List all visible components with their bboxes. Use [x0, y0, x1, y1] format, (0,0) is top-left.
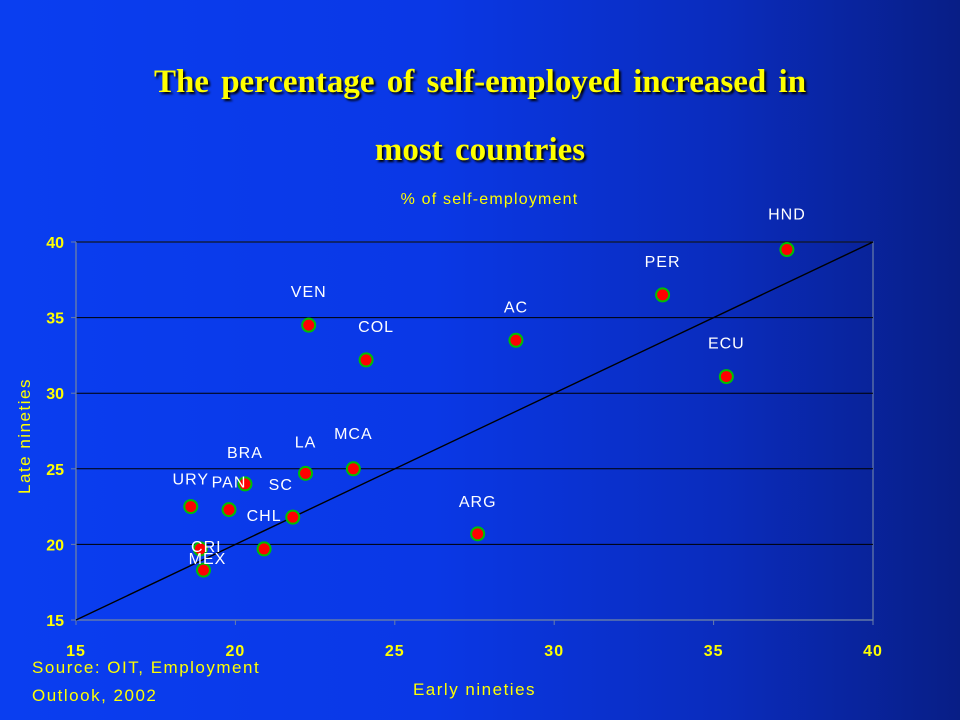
point-marker-sc	[285, 509, 301, 525]
source-line2: Outlook, 2002	[32, 686, 158, 705]
y-tick-label: 35	[46, 311, 64, 328]
point-marker-ac	[508, 332, 524, 348]
point-label-col: COL	[358, 319, 394, 336]
x-axis-label: Early nineties	[413, 680, 536, 699]
point-marker-ury	[183, 499, 199, 515]
point-label-sc: SC	[269, 477, 293, 494]
point-marker-arg	[470, 526, 486, 542]
point-marker-ecu	[718, 369, 734, 385]
point-label-arg: ARG	[459, 494, 497, 511]
source-note: Source: OIT, Employment Outlook, 2002	[32, 654, 260, 710]
point-marker-col	[358, 352, 374, 368]
point-marker-mex	[196, 562, 212, 578]
x-tick-label: 15	[66, 643, 86, 660]
point-marker-per	[655, 287, 671, 303]
y-tick-label: 25	[46, 462, 64, 479]
point-label-ecu: ECU	[708, 336, 745, 353]
point-marker-hnd	[779, 242, 795, 258]
slide-title: The percentage of self-employed increase…	[0, 48, 960, 184]
point-label-bra: BRA	[227, 445, 263, 462]
x-tick-label: 40	[863, 643, 883, 660]
point-label-cri: CRI	[191, 539, 222, 556]
y-tick-label: 20	[46, 537, 64, 554]
point-label-pan: PAN	[212, 475, 247, 492]
point-marker-cri	[192, 541, 208, 557]
y-tick-label: 15	[46, 613, 64, 630]
point-marker-pan	[221, 502, 237, 518]
source-line1: Source: OIT, Employment	[32, 658, 261, 677]
point-label-mex: MEX	[189, 551, 227, 568]
point-label-ven: VEN	[291, 284, 327, 301]
x-tick-label: 35	[704, 643, 724, 660]
point-label-ury: URY	[173, 472, 210, 489]
point-label-ac: AC	[504, 299, 528, 316]
point-label-per: PER	[645, 254, 681, 271]
point-marker-ven	[301, 317, 317, 333]
point-label-mca: MCA	[334, 426, 373, 443]
reference-diagonal-line	[75, 241, 874, 621]
point-marker-la	[298, 465, 314, 481]
y-axis-label: Late nineties	[15, 378, 34, 494]
x-tick-label: 25	[385, 643, 405, 660]
y-tick-label: 40	[46, 235, 64, 252]
point-marker-mca	[345, 461, 361, 477]
point-marker-chl	[256, 541, 272, 557]
point-label-chl: CHL	[247, 508, 282, 525]
x-tick-label: 30	[544, 643, 564, 660]
chart-title: % of self-employment	[401, 191, 579, 208]
x-tick-label: 20	[226, 643, 246, 660]
point-marker-bra	[237, 476, 253, 492]
point-label-la: LA	[295, 434, 317, 451]
slide-title-line2: most countries	[374, 132, 586, 168]
point-label-hnd: HND	[768, 207, 806, 224]
slide-title-line1: The percentage of self-employed increase…	[153, 64, 807, 100]
y-tick-label: 30	[46, 386, 64, 403]
